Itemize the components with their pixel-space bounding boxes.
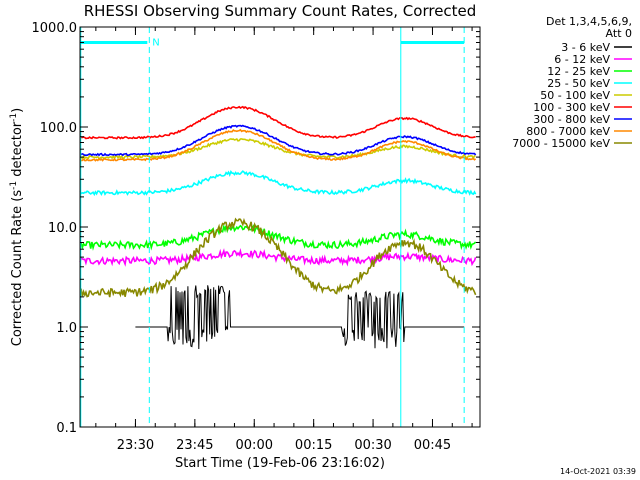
legend-label-100-300-kev: 100 - 300 keV xyxy=(533,101,610,114)
series-line-25-50-kev xyxy=(79,169,477,197)
series-line-7000-15000-kev xyxy=(79,217,477,298)
series-line-12-25-kev xyxy=(79,223,477,251)
series-layer xyxy=(79,105,477,350)
y-axis-label-exp2: -1 xyxy=(9,113,19,122)
legend-label-50-100-kev: 50 - 100 keV xyxy=(540,89,610,102)
plot-frame xyxy=(79,26,481,428)
series-line-100-300-kev xyxy=(79,105,476,140)
y-tick-label: 1.0 xyxy=(56,321,77,336)
legend-header-line1: Det 1,3,4,5,6,9, xyxy=(546,15,632,28)
y-axis-label-mid: detector xyxy=(10,121,25,181)
saa-marker-label: N xyxy=(152,37,159,48)
x-tick-label: 00:00 xyxy=(236,438,273,453)
generation-timestamp: 14-Oct-2021 03:39 xyxy=(560,467,636,476)
legend-label-7000-15000-kev: 7000 - 15000 keV xyxy=(512,137,610,150)
axis-ticks: 0.1 1.0 10.0 100.0 1000.0 23:30 23:45 00:00 00:1… xyxy=(32,21,480,453)
legend-label-300-800-kev: 300 - 800 keV xyxy=(533,113,610,126)
legend-label-3-6-kev: 3 - 6 keV xyxy=(561,41,610,54)
x-tick-label: 00:15 xyxy=(295,438,332,453)
y-tick-label: 10.0 xyxy=(48,221,77,236)
x-tick-label: 23:45 xyxy=(176,438,213,453)
series-line-50-100-kev xyxy=(79,137,476,160)
chart-title: RHESSI Observing Summary Count Rates, Co… xyxy=(84,2,477,20)
x-tick-label: 00:30 xyxy=(354,438,391,453)
x-axis-label: Start Time (19-Feb-06 23:16:02) xyxy=(175,456,385,471)
y-tick-label: 1000.0 xyxy=(32,21,78,36)
y-tick-label: 0.1 xyxy=(56,421,77,436)
y-tick-label: 100.0 xyxy=(40,121,77,136)
y-axis-label-main: Corrected Count Rate (s xyxy=(10,190,25,347)
y-axis-label-end: ) xyxy=(10,108,25,113)
x-tick-label: 00:45 xyxy=(414,438,451,453)
series-line-800-7000-kev xyxy=(79,128,477,162)
series-line-6-12-kev xyxy=(79,248,477,267)
series-line-3-6-kev xyxy=(135,285,465,350)
series-line-300-800-kev xyxy=(79,124,477,157)
y-axis-label-exp1: -1 xyxy=(9,181,19,190)
legend-label-800-7000-kev: 800 - 7000 keV xyxy=(526,125,610,138)
y-axis-label: Corrected Count Rate (s-1 detector-1) xyxy=(9,108,25,346)
legend-label-12-25-kev: 12 - 25 keV xyxy=(547,65,610,78)
legend-header-line2: Att 0 xyxy=(606,27,632,40)
marker-layer: N xyxy=(80,27,465,427)
legend-label-6-12-kev: 6 - 12 keV xyxy=(554,53,610,66)
x-tick-label: 23:30 xyxy=(117,438,154,453)
legend-label-25-50-kev: 25 - 50 keV xyxy=(547,77,610,90)
